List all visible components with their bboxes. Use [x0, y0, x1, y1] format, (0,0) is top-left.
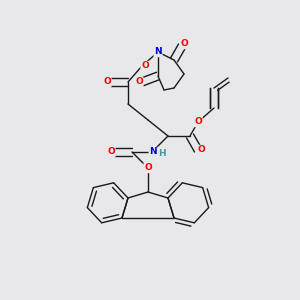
- Text: O: O: [144, 164, 152, 172]
- Text: O: O: [107, 148, 115, 157]
- Text: N: N: [154, 47, 162, 56]
- Text: O: O: [135, 77, 143, 86]
- Text: O: O: [141, 61, 149, 70]
- Text: O: O: [103, 77, 111, 86]
- Text: O: O: [197, 146, 205, 154]
- Text: H: H: [158, 149, 166, 158]
- Text: O: O: [194, 118, 202, 127]
- Text: N: N: [149, 148, 157, 157]
- Text: O: O: [180, 40, 188, 49]
